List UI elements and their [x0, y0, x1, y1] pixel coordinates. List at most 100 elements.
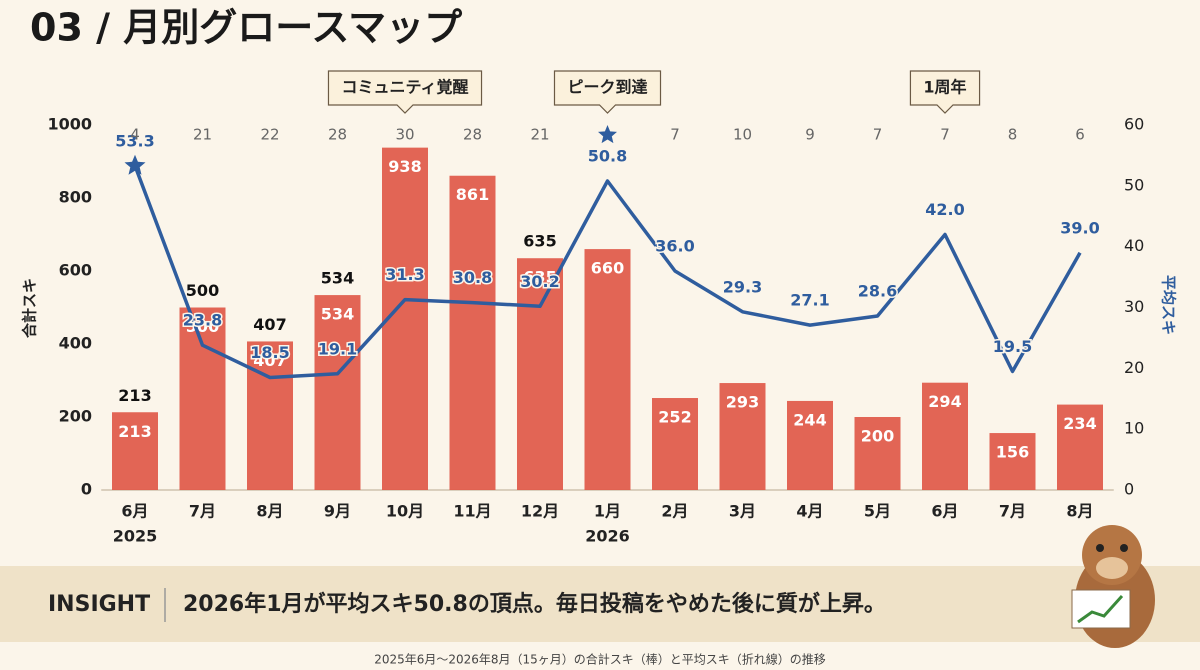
line-value-label: 36.0	[655, 237, 694, 256]
bar	[854, 417, 901, 490]
x-tick-label: 3月	[729, 502, 756, 521]
bar-outer-label: 407	[253, 315, 286, 334]
post-count: 28	[328, 126, 347, 144]
y2-tick-label: 30	[1124, 297, 1144, 316]
post-count: 21	[193, 126, 212, 144]
bar-outer-label: 213	[118, 386, 151, 405]
y2-tick-label: 10	[1124, 419, 1144, 438]
line-value-label: 19.1	[318, 339, 357, 358]
line-value-label: 29.3	[723, 277, 762, 296]
bar	[517, 258, 563, 490]
x-year-label: 2026	[585, 527, 630, 546]
post-count: 7	[940, 126, 950, 144]
post-count: 22	[260, 126, 279, 144]
annotation-text: 1周年	[923, 78, 966, 97]
y-tick-label: 600	[59, 261, 92, 280]
bar	[719, 383, 766, 490]
x-tick-label: 1月	[594, 502, 621, 521]
line-value-label: 18.5	[250, 343, 289, 362]
post-count: 10	[733, 126, 752, 144]
line-value-label: 31.3	[385, 265, 424, 284]
bar-value-label: 234	[1063, 414, 1096, 433]
bar	[247, 341, 293, 490]
mascot	[1071, 525, 1155, 648]
line-value-label: 39.0	[1060, 218, 1099, 237]
line-value-label: 27.1	[790, 291, 829, 310]
x-tick-label: 8月	[1066, 502, 1093, 521]
post-count: 4	[130, 126, 140, 144]
x-tick-label: 2月	[661, 502, 688, 521]
insight-text: 2026年1月が平均スキ50.8の頂点。毎日投稿をやめた後に質が上昇。	[183, 591, 886, 617]
post-count: 9	[805, 126, 815, 144]
bar-value-label: 244	[793, 410, 826, 429]
y2-tick-label: 0	[1124, 480, 1134, 499]
post-count: 21	[530, 126, 549, 144]
x-tick-label: 5月	[864, 502, 891, 521]
bar	[179, 307, 226, 490]
post-count: 7	[873, 126, 883, 144]
x-tick-label: 7月	[999, 502, 1026, 521]
caption: 2025年6月〜2026年8月（15ヶ月）の合計スキ（棒）と平均スキ（折れ線）の…	[374, 652, 826, 667]
x-tick-label: 12月	[521, 502, 559, 521]
peak-marker	[124, 154, 146, 175]
y-tick-label: 0	[81, 480, 92, 499]
bar-outer-label: 534	[321, 269, 354, 288]
x-tick-label: 6月	[931, 502, 958, 521]
chart-title: 03 / 月別グロースマップ	[30, 6, 462, 50]
y2-tick-label: 60	[1124, 115, 1144, 134]
line	[133, 165, 1082, 380]
bar-outer-label: 500	[186, 281, 219, 300]
line-value-label: 28.6	[858, 282, 897, 301]
bar	[1057, 404, 1103, 490]
insight-band	[0, 566, 1200, 642]
y2-axis-label: 平均スキ	[1160, 275, 1178, 335]
bar-value-label: 294	[928, 392, 961, 411]
post-count-star	[598, 125, 617, 144]
bar	[449, 175, 496, 491]
bar	[787, 400, 833, 490]
bar	[989, 433, 1036, 490]
post-count: 8	[1008, 126, 1018, 144]
bar	[652, 398, 698, 490]
x-tick-label: 11月	[453, 502, 491, 521]
y-tick-label: 1000	[47, 115, 92, 134]
bar-value-label: 534	[321, 305, 354, 324]
bar-value-label: 861	[456, 185, 489, 204]
line-value-label: 50.8	[588, 146, 627, 165]
bar	[922, 382, 968, 490]
bar-outer-label: 635	[523, 232, 556, 251]
annotation-text: コミュニティ覚醒	[341, 78, 468, 97]
bar	[112, 412, 158, 490]
y-axis-label: 合計スキ	[21, 278, 39, 339]
insight-label: INSIGHT	[48, 592, 150, 617]
post-count: 30	[395, 126, 414, 144]
line-value-label: 30.2	[520, 272, 559, 291]
bar-value-label: 635	[523, 268, 556, 287]
line-value-label: 42.0	[925, 200, 964, 219]
annotation-text: ピーク到達	[567, 78, 647, 97]
post-count: 7	[670, 126, 680, 144]
x-tick-label: 9月	[324, 502, 351, 521]
y2-tick-label: 50	[1124, 175, 1144, 194]
bar-value-label: 407	[253, 351, 286, 370]
y-tick-label: 800	[59, 188, 92, 207]
bar-value-label: 293	[726, 393, 759, 412]
annotation-box	[553, 70, 662, 114]
y2-tick-label: 40	[1124, 236, 1144, 255]
y2-tick-label: 20	[1124, 358, 1144, 377]
bar-value-label: 660	[591, 259, 624, 278]
x-year-label: 2025	[113, 527, 158, 546]
post-count: 6	[1075, 126, 1085, 144]
post-count: 28	[463, 126, 482, 144]
line-value-label: 30.8	[453, 268, 492, 287]
y-tick-label: 200	[59, 407, 92, 426]
x-tick-label: 10月	[386, 502, 424, 521]
bar-value-label: 252	[658, 408, 691, 427]
bar-value-label: 938	[388, 157, 421, 176]
bar-value-label: 200	[861, 427, 894, 446]
y-tick-label: 400	[59, 334, 92, 353]
bar-value-label: 213	[118, 422, 151, 441]
annotation-box	[327, 70, 483, 114]
